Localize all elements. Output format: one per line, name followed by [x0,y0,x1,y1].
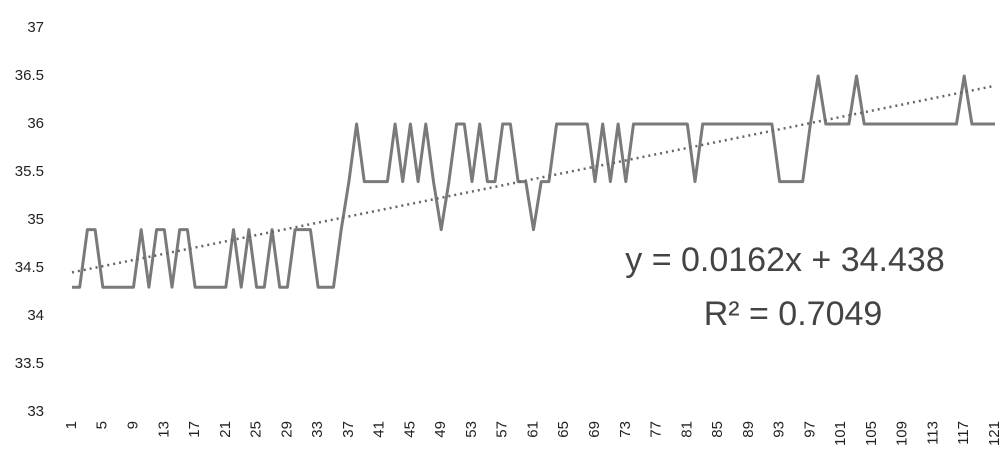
y-tick-label: 35 [27,211,44,228]
x-tick-label: 117 [955,421,972,445]
x-tick-label: 69 [586,421,603,438]
x-tick-label: 121 [986,421,1003,446]
chart: 1211171131091051019793898581777369656157… [0,0,1008,457]
x-tick-label: 9 [125,421,142,429]
trend-equation: y = 0.0162x + 34.438 [625,241,944,279]
x-tick-label: 37 [340,421,357,438]
x-tick-label: 17 [186,421,203,438]
x-tick-label: 41 [371,421,388,438]
y-tick-label: 36 [27,115,44,132]
x-tick-label: 45 [401,421,418,438]
x-tick-label: 101 [832,421,849,446]
x-tick-label: 49 [432,421,449,438]
x-tick-label: 109 [894,421,911,446]
x-tick-label: 97 [801,421,818,438]
x-tick-label: 13 [155,421,172,438]
y-tick-label: 33 [27,403,44,420]
x-tick-label: 1 [63,421,80,429]
x-tick-label: 81 [678,421,695,438]
x-tick-label: 65 [555,421,572,438]
x-tick-label: 21 [217,421,234,438]
x-tick-label: 25 [248,421,265,438]
x-tick-label: 85 [709,421,726,438]
y-tick-label: 34 [27,307,44,324]
x-tick-label: 57 [494,421,511,438]
x-tick-label: 5 [94,421,111,429]
y-tick-label: 34.5 [15,259,44,276]
y-tick-label: 33.5 [15,355,44,372]
x-tick-label: 89 [740,421,757,438]
x-tick-label: 33 [309,421,326,438]
x-tick-label: 93 [771,421,788,438]
y-tick-label: 35.5 [15,163,44,180]
x-tick-label: 29 [278,421,295,438]
x-tick-label: 53 [463,421,480,438]
y-tick-label: 37 [27,19,44,36]
trend-r2: R² = 0.7049 [704,295,883,333]
x-tick-label: 61 [524,421,541,438]
y-tick-label: 36.5 [15,67,44,84]
x-tick-label: 73 [617,421,634,438]
x-tick-label: 113 [924,421,941,445]
x-tick-label: 77 [648,421,665,438]
x-tick-label: 105 [863,421,880,446]
